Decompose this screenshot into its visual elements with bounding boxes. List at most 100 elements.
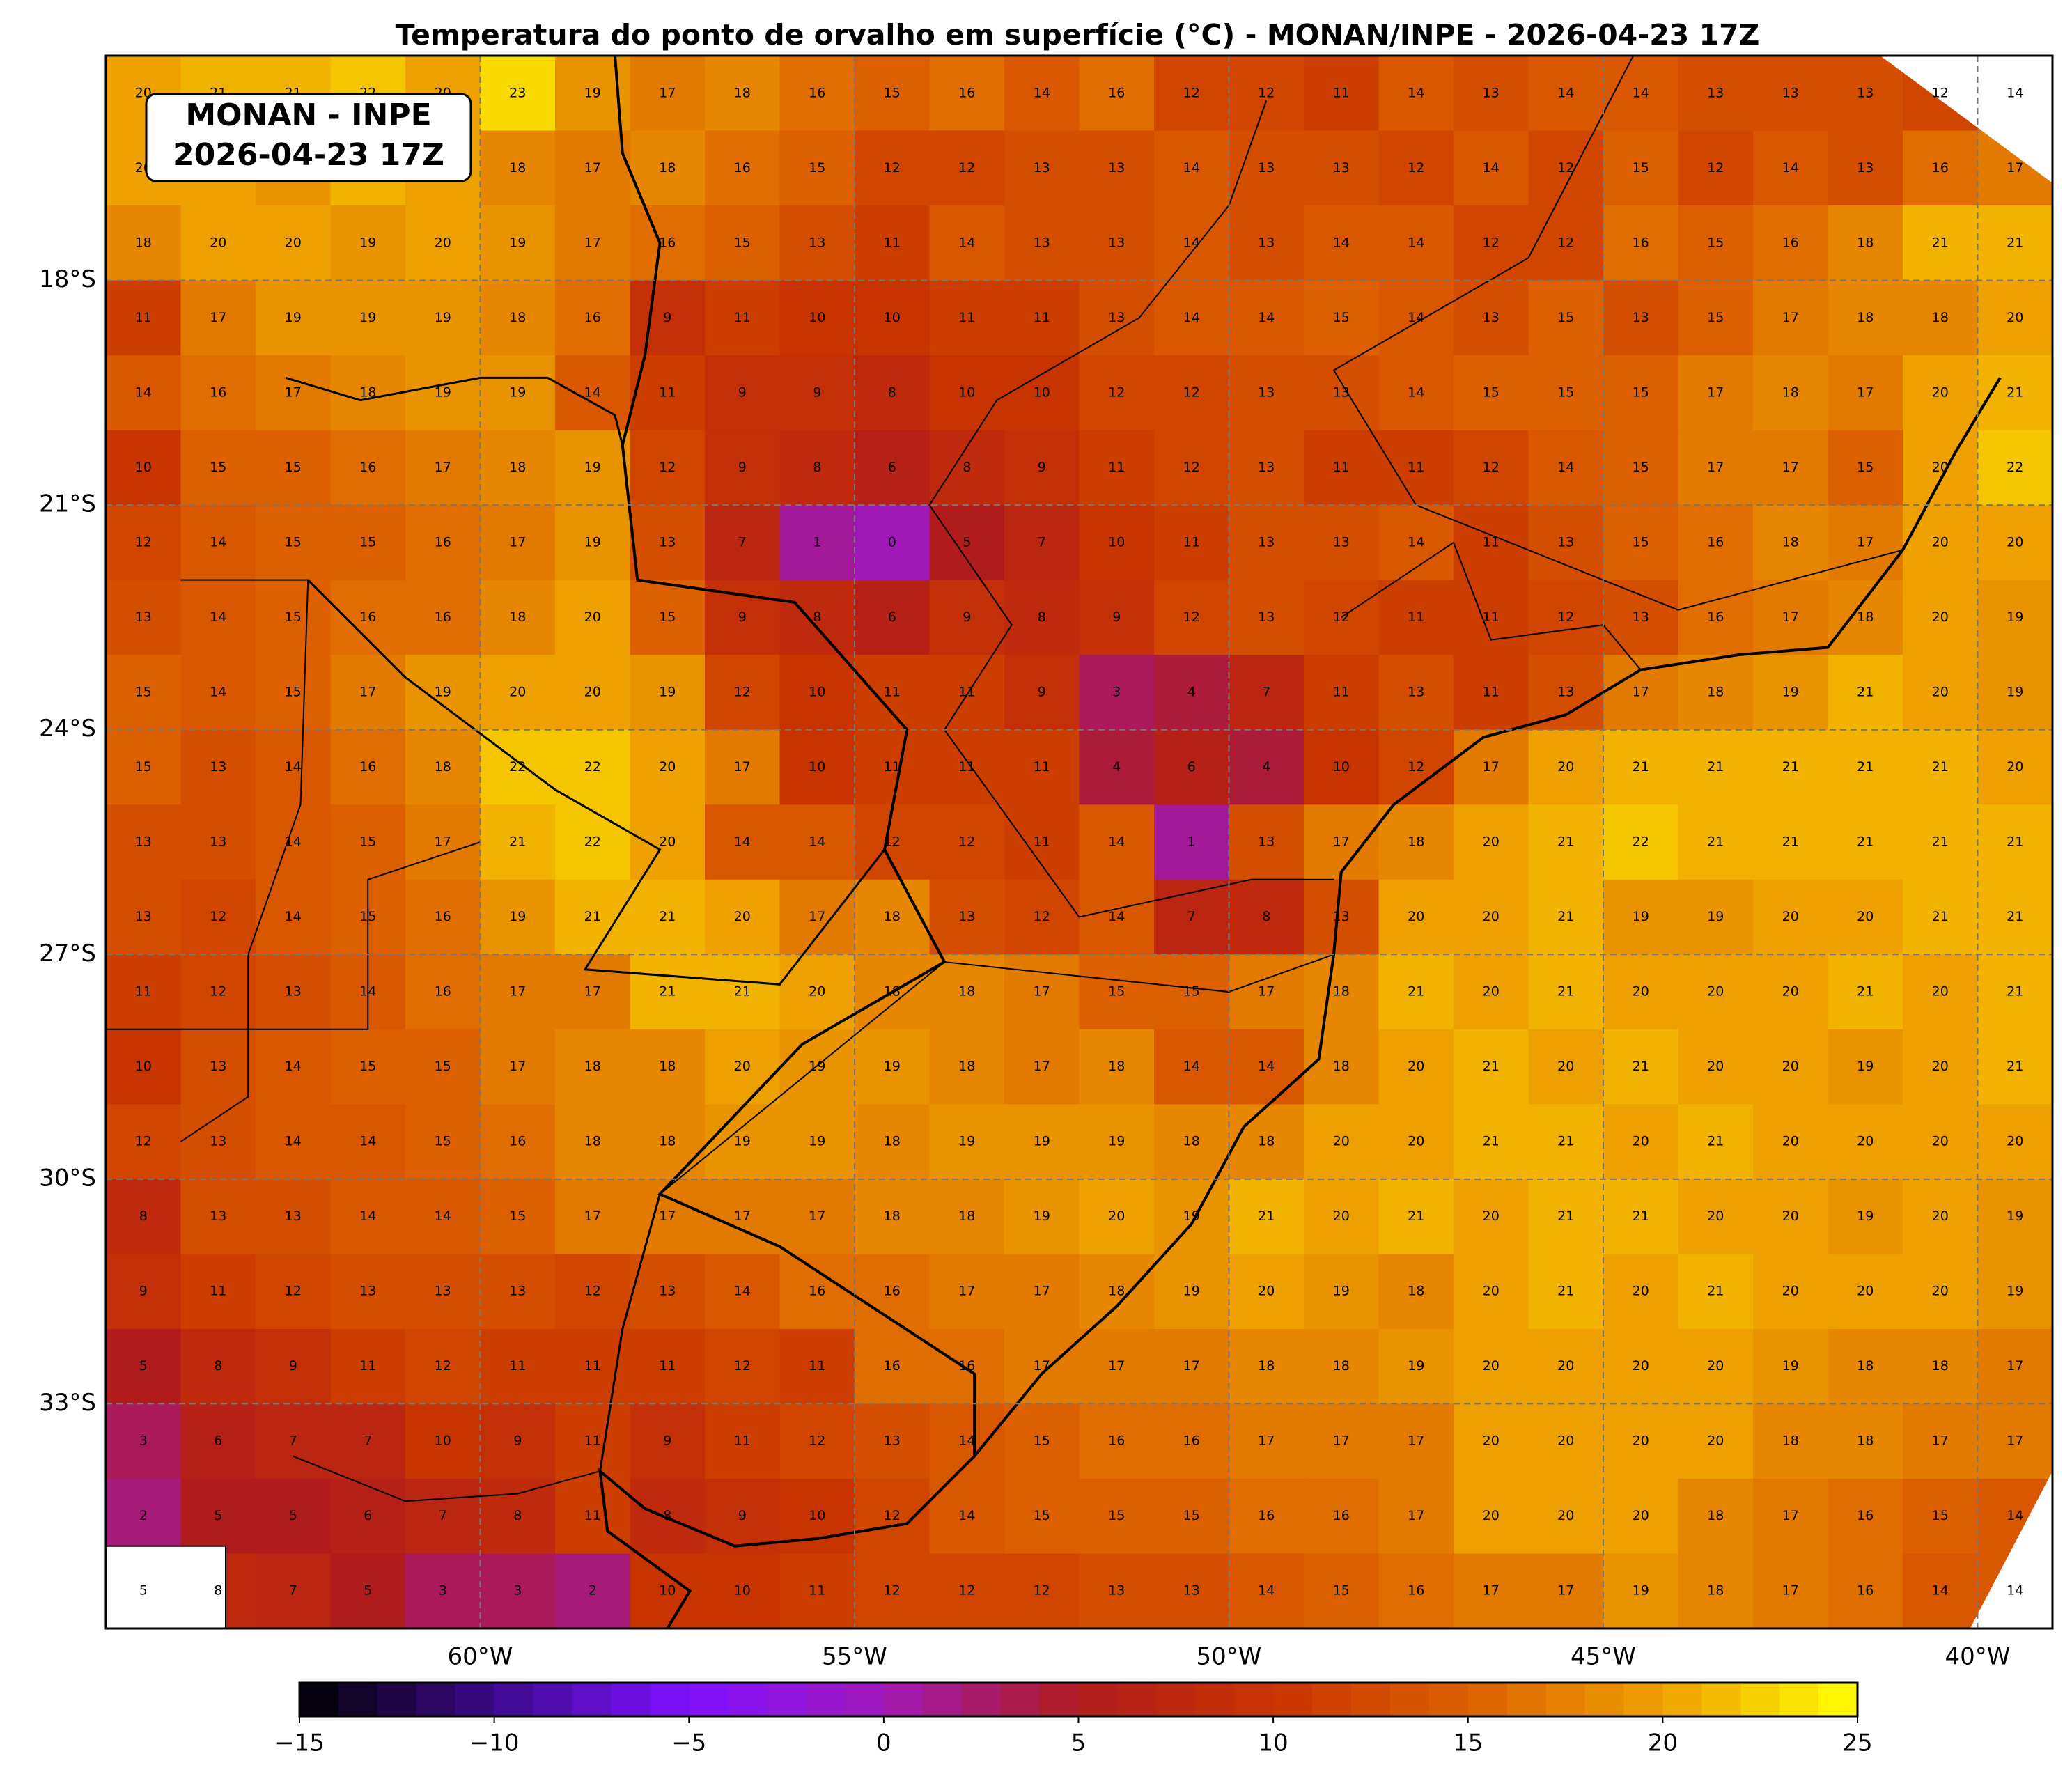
field-cell: [779, 655, 855, 731]
field-cell: [1154, 1403, 1230, 1479]
map-frame: [104, 54, 2054, 1630]
field-cell: [1528, 1328, 1604, 1405]
colorbar-tick-label: −10: [469, 1729, 520, 1757]
colorbar-step: [1779, 1683, 1819, 1716]
value-label: 21: [1932, 759, 1949, 775]
field-cell: [929, 729, 1005, 805]
boundary-line: [659, 954, 1334, 1195]
value-label: 9: [1038, 460, 1046, 475]
value-label: 20: [1333, 1134, 1350, 1149]
value-label: 14: [135, 384, 152, 400]
value-label: 16: [1707, 534, 1724, 550]
field-cell: [630, 879, 706, 955]
field-cell: [855, 205, 930, 281]
value-label: 12: [809, 1433, 825, 1449]
field-cell: [1903, 1553, 1979, 1628]
value-label: 0: [888, 534, 896, 550]
field-cell: [1977, 1328, 2052, 1405]
field-cell: [855, 655, 930, 731]
field-cell: [1004, 56, 1080, 132]
value-label: 11: [884, 235, 901, 250]
value-label: 14: [210, 534, 226, 550]
value-label: 13: [1557, 534, 1574, 550]
field-cell: [1903, 655, 1979, 731]
value-label: 13: [1258, 384, 1275, 400]
value-label: 18: [1258, 1134, 1275, 1149]
value-label: 12: [1108, 384, 1125, 400]
field-cell: [1378, 130, 1454, 206]
value-label: 8: [214, 1358, 222, 1374]
value-label: 13: [809, 235, 825, 250]
value-label: 11: [659, 1358, 676, 1374]
field-cell: [180, 505, 256, 581]
field-cell: [1229, 1029, 1304, 1105]
value-label: 12: [958, 160, 975, 176]
value-label: 14: [1408, 534, 1424, 550]
field-cell: [1603, 729, 1679, 805]
value-label: 7: [289, 1433, 297, 1449]
field-cell: [256, 205, 332, 281]
field-cell: [1454, 1328, 1529, 1405]
value-label: 20: [1707, 1433, 1724, 1449]
value-label: 11: [1408, 460, 1424, 475]
field-cell: [855, 1328, 930, 1405]
field-cell: [1977, 580, 2052, 655]
value-label: 14: [2007, 1508, 2023, 1523]
field-cell: [1753, 430, 1829, 506]
field-cell: [180, 1478, 256, 1555]
value-label: 16: [435, 609, 451, 625]
value-label: 18: [884, 984, 901, 1000]
y-tick-label: 33°S: [39, 1389, 96, 1417]
value-label: 20: [734, 909, 751, 924]
field-cell: [1903, 1478, 1979, 1555]
value-label: 17: [509, 1059, 526, 1074]
field-cell: [705, 1478, 781, 1555]
field-cell: [705, 1403, 781, 1479]
value-label: 21: [1707, 834, 1724, 850]
field-cell: [1079, 205, 1155, 281]
field-cell: [555, 1104, 631, 1180]
value-label: 11: [1034, 834, 1050, 850]
field-cell: [1753, 1104, 1829, 1180]
field-cell: [779, 56, 855, 132]
field-cell: [929, 1254, 1005, 1330]
field-cell: [1977, 729, 2052, 805]
field-cell: [405, 280, 481, 356]
value-label: 18: [958, 984, 975, 1000]
field-cell: [1079, 729, 1155, 805]
field-cell: [1528, 804, 1604, 880]
field-cell: [779, 355, 855, 431]
field-cell: [1304, 1403, 1380, 1479]
value-label: 19: [2007, 1284, 2023, 1299]
field-cell: [180, 355, 256, 431]
value-label: 21: [2007, 984, 2023, 1000]
boundary-line: [293, 1455, 600, 1502]
field-cell: [1154, 1478, 1230, 1555]
field-cell: [1828, 1553, 1903, 1628]
field-cell: [1454, 1179, 1529, 1254]
field-cell: [1004, 580, 1080, 655]
value-label: 15: [435, 1134, 451, 1149]
field-cell: [1154, 130, 1230, 206]
value-label: 12: [1408, 160, 1424, 176]
field-cell: [1828, 1179, 1903, 1254]
value-label: 13: [1707, 85, 1724, 100]
field-cell: [929, 56, 1005, 132]
field-cell: [256, 355, 332, 431]
field-cell: [1828, 280, 1903, 356]
field-cell: [1903, 505, 1979, 581]
value-label: 21: [1483, 1059, 1500, 1074]
field-cell: [1154, 1029, 1230, 1105]
field-cell: [1603, 505, 1679, 581]
field-cell: [779, 580, 855, 655]
value-label: 18: [1183, 1134, 1200, 1149]
field-cell: [630, 1403, 706, 1479]
value-label: 8: [813, 609, 821, 625]
field-cell: [1678, 1029, 1754, 1105]
field-cell: [1454, 879, 1529, 955]
value-label: 17: [509, 984, 526, 1000]
field-cell: [480, 1029, 556, 1105]
field-cell: [555, 505, 631, 581]
value-label: 20: [1932, 984, 1949, 1000]
value-label: 16: [1633, 235, 1649, 250]
